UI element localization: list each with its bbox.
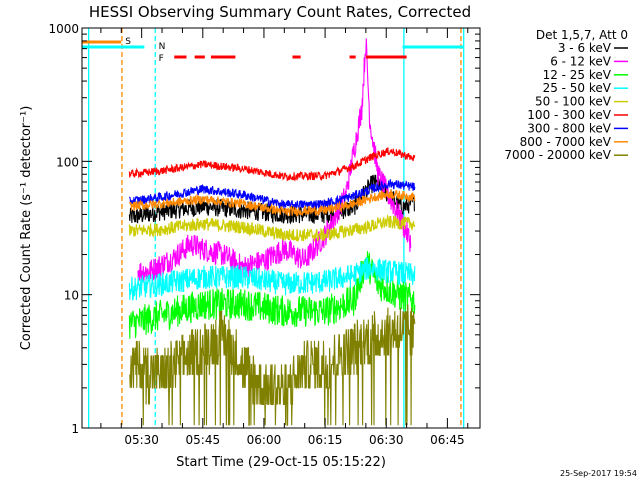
series-line-800-7000-keV bbox=[129, 188, 416, 218]
legend-label: 300 - 800 keV bbox=[527, 121, 611, 135]
legend-title: Det 1,5,7, Att 0 bbox=[536, 28, 628, 42]
x-tick-label: 06:30 bbox=[369, 433, 404, 447]
y-tick-label: 100 bbox=[56, 155, 79, 169]
legend-label: 25 - 50 keV bbox=[543, 81, 612, 95]
legend-label: 3 - 6 keV bbox=[558, 41, 612, 55]
series-line-100-300-keV bbox=[128, 147, 416, 182]
series-line-50-100-keV bbox=[128, 214, 416, 242]
chart-title: HESSI Observing Summary Count Rates, Cor… bbox=[89, 3, 471, 21]
series-line-6-12-keV bbox=[137, 38, 412, 283]
y-tick-label: 1000 bbox=[48, 22, 79, 36]
flag-label-N: N bbox=[159, 42, 166, 52]
legend-label: 6 - 12 keV bbox=[550, 54, 612, 68]
x-axis-label: Start Time (29-Oct-15 05:15:22) bbox=[176, 455, 386, 470]
series-line-25-50-keV bbox=[128, 257, 416, 301]
legend-label: 800 - 7000 keV bbox=[520, 135, 612, 149]
flag-label-S: S bbox=[125, 37, 131, 47]
legend-label: 50 - 100 keV bbox=[535, 95, 612, 109]
legend-label: 100 - 300 keV bbox=[527, 108, 611, 122]
x-tick-label: 06:00 bbox=[247, 433, 282, 447]
flag-label-F: F bbox=[159, 54, 164, 64]
x-tick-label: 05:30 bbox=[124, 433, 159, 447]
plot-frame bbox=[81, 27, 481, 429]
x-tick-label: 06:15 bbox=[308, 433, 343, 447]
series-line-7000-20000-keV bbox=[129, 304, 416, 426]
series-line-300-800-keV bbox=[128, 179, 416, 211]
y-tick-label: 10 bbox=[64, 289, 79, 303]
y-tick-label: 1 bbox=[71, 422, 79, 436]
x-tick-label: 05:45 bbox=[186, 433, 221, 447]
footer-timestamp: 25-Sep-2017 19:54 bbox=[560, 469, 637, 478]
legend-label: 12 - 25 keV bbox=[543, 68, 612, 82]
legend-label: 7000 - 20000 keV bbox=[504, 148, 611, 162]
y-axis-label: Corrected Count Rate (s⁻¹ detector⁻¹) bbox=[19, 106, 34, 351]
x-tick-label: 06:45 bbox=[430, 433, 465, 447]
